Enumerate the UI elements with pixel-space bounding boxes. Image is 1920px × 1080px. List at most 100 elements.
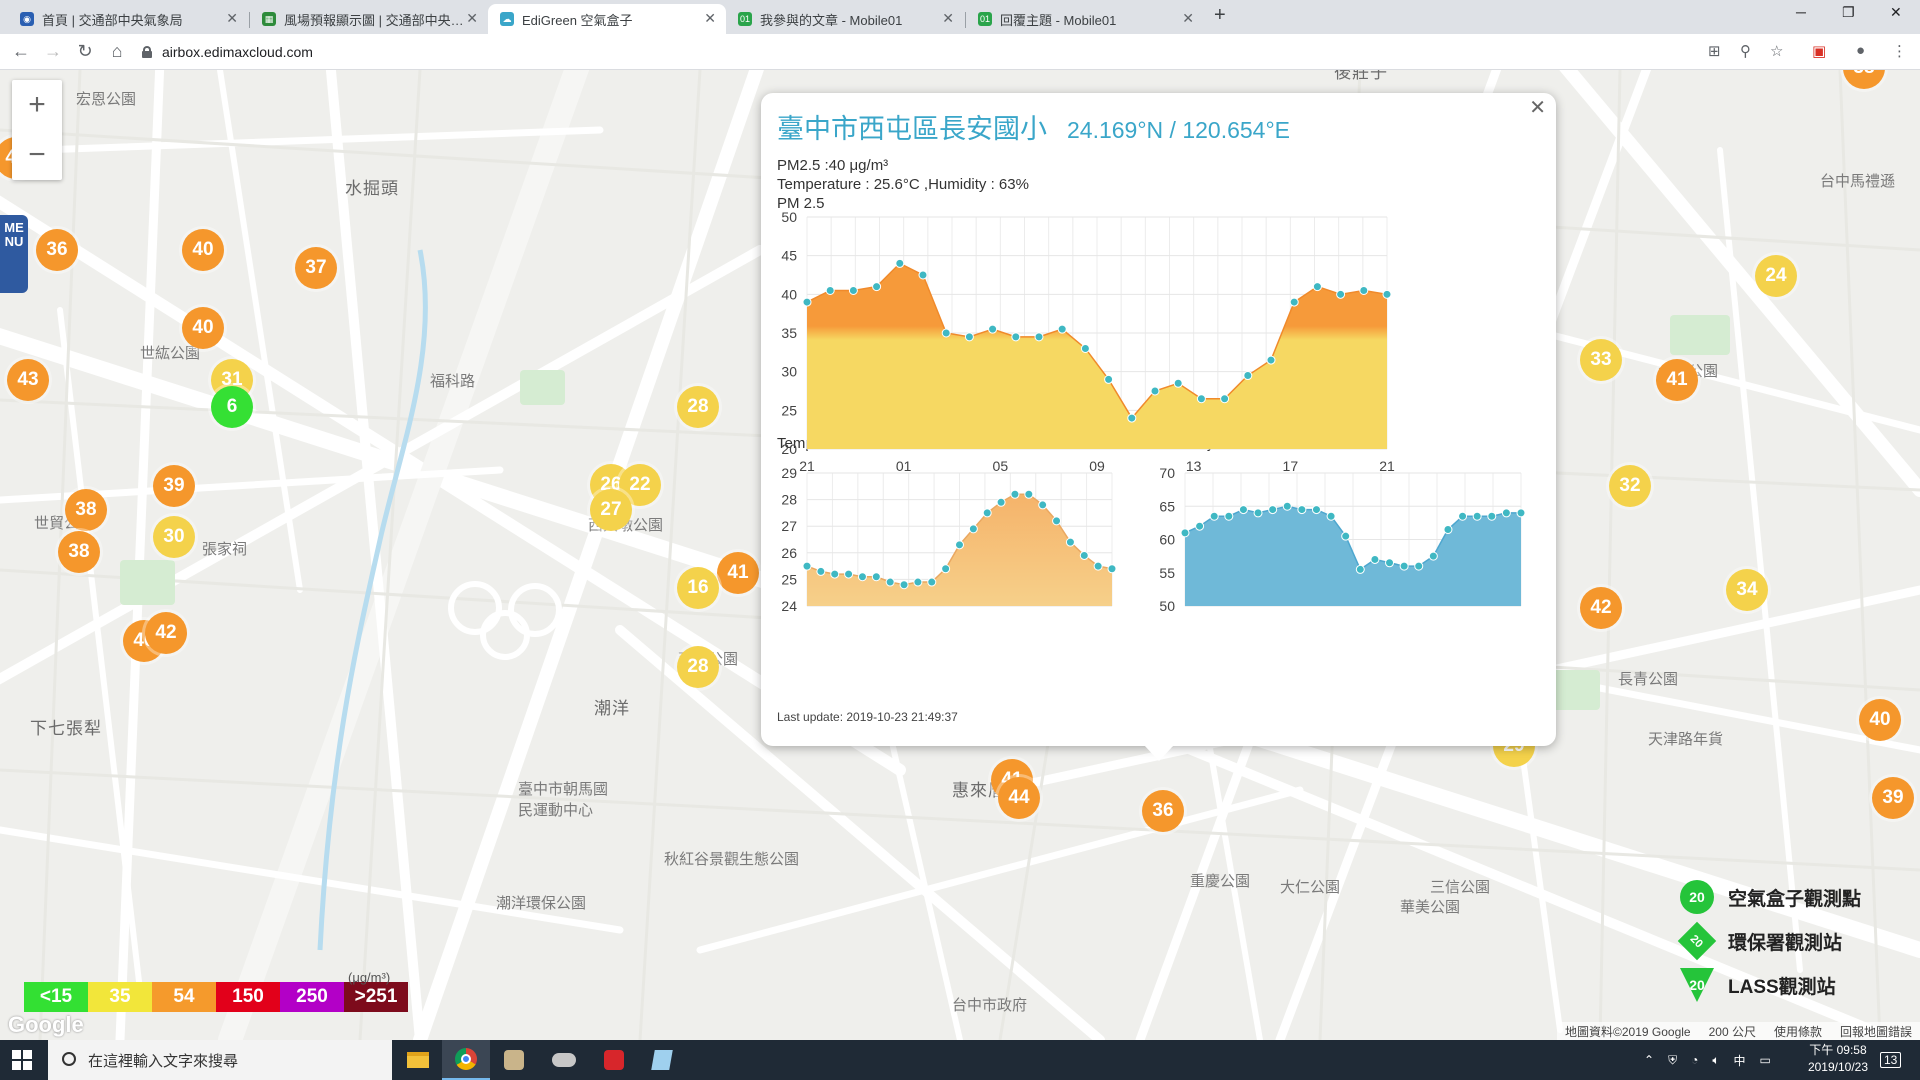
google-logo: Google [8,1012,84,1037]
sensor-marker[interactable]: 16 [677,567,719,609]
tab-edigreen[interactable]: ☁ EdiGreen 空氣盒子 ✕ [488,4,726,34]
network-icon[interactable]: ◔ [1691,1053,1699,1067]
sensor-marker[interactable]: 39 [1872,777,1914,819]
zoom-icon[interactable]: ⚲ [1740,43,1751,60]
new-tab-icon[interactable]: + [1214,4,1226,26]
close-icon[interactable]: ✕ [704,10,716,26]
keyboard-icon[interactable]: ▭ [1759,1053,1771,1067]
place-label: 福科路 [430,373,476,390]
sensor-marker[interactable]: 38 [65,489,107,531]
app-icon[interactable] [590,1040,638,1080]
place-label: 張家祠 [202,541,248,558]
data-point [1370,554,1380,564]
data-point [988,324,998,334]
sensor-marker[interactable]: 40 [182,229,224,271]
temp-humidity-readout: Temperature : 25.6°C ,Humidity : 63% [777,176,1029,193]
sensor-marker[interactable]: 34 [1726,569,1768,611]
file-explorer-icon[interactable] [394,1040,442,1080]
sensor-marker[interactable]: 42 [1580,587,1622,629]
y-tick-label: 20 [781,441,797,457]
sensor-marker[interactable]: 24 [1755,255,1797,297]
sensor-marker[interactable]: 41 [1656,359,1698,401]
sensor-marker[interactable]: 30 [153,516,195,558]
sensor-marker[interactable]: 39 [153,465,195,507]
mobile01-icon: 01 [738,12,752,26]
legend-lass[interactable]: 20 LASS觀測站 [1660,963,1920,1007]
more-icon[interactable]: ⋮ [1892,43,1907,60]
map-attribution: 地圖資料©2019 Google [1565,1024,1691,1039]
y-tick-label: 24 [781,598,797,614]
data-point [1065,537,1075,547]
ime-indicator[interactable]: 中 [1733,1053,1746,1068]
window-close-icon[interactable]: ✕ [1890,4,1902,20]
data-point [825,285,835,295]
tab-cwb-home[interactable]: ◉ 首頁 | 交通部中央氣象局 ✕ [8,4,248,34]
zoom-out-icon[interactable]: − [28,138,46,171]
data-point [1268,505,1278,515]
sensor-marker[interactable]: 32 [1609,465,1651,507]
minimize-icon[interactable]: ─ [1796,4,1806,20]
sensor-marker[interactable]: 37 [295,247,337,289]
sensor-marker[interactable]: 36 [1142,790,1184,832]
sensor-marker[interactable]: 27 [590,489,632,531]
windows-start-icon[interactable] [12,1050,32,1070]
data-point [1326,511,1336,521]
sensor-marker[interactable]: 28 [677,646,719,688]
data-point [1336,289,1346,299]
tab-mobile01-articles[interactable]: 01 我參與的文章 - Mobile01 ✕ [726,4,964,34]
taskbar-search[interactable]: 在這裡輸入文字來搜尋 [48,1040,392,1080]
zoom-in-icon[interactable]: + [28,88,46,121]
sensor-marker[interactable]: 28 [677,386,719,428]
terms-link[interactable]: 使用條款 [1773,1024,1822,1039]
map-canvas[interactable]: 後莊子 宏恩公園 水掘頭 世紘公園 福科路 世貿公園 張家祠 潮洋 下七張犁 惠… [0,70,1920,1040]
sensor-marker[interactable]: 38 [58,531,100,573]
tab-wind-forecast[interactable]: ▦ 風場預報顯示圖 | 交通部中央氣象局 ✕ [250,4,488,34]
legend-airbox[interactable]: 20 空氣盒子觀測點 [1660,875,1920,919]
sensor-marker[interactable]: 41 [717,552,759,594]
sensor-marker[interactable]: 6 [211,386,253,428]
sensor-marker[interactable]: 33 [1580,339,1622,381]
data-point [1024,489,1034,499]
restore-icon[interactable]: ❐ [1842,4,1855,20]
data-point [1107,564,1117,574]
pm25-chart-label: PM 2.5 [777,195,825,212]
reload-icon[interactable]: ↻ [77,41,93,61]
volume-icon[interactable]: 🔈︎ [1712,1052,1720,1067]
star-icon[interactable]: ☆ [1770,43,1784,60]
tab-mobile01-reply[interactable]: 01 回覆主題 - Mobile01 ✕ [966,4,1204,34]
close-icon[interactable]: ✕ [1182,10,1194,26]
legend-epa[interactable]: 20 環保署觀測站 [1660,919,1920,963]
close-icon[interactable]: ✕ [466,10,478,26]
sensor-marker[interactable]: 43 [7,359,49,401]
back-icon[interactable]: ← [12,41,30,61]
report-error-link[interactable]: 回報地圖錯誤 [1839,1024,1912,1039]
extension-icon[interactable]: ▣ [1812,43,1827,60]
taskbar-clock[interactable]: 下午 09:58 2019/10/23 [1808,1042,1868,1076]
data-point [1196,394,1206,404]
translate-icon[interactable]: ⊞ [1708,43,1721,60]
sensor-marker[interactable]: 44 [998,777,1040,819]
notification-icon[interactable]: 13 [1880,1040,1902,1080]
sensor-marker[interactable]: 38 [1843,70,1885,89]
home-icon[interactable]: ⌂ [111,41,123,61]
close-icon[interactable]: ✕ [226,10,238,26]
sensor-marker[interactable]: 36 [36,229,78,271]
sensor-marker[interactable]: 42 [145,612,187,654]
forward-icon[interactable]: → [44,41,62,61]
sensor-marker[interactable]: 40 [1859,699,1901,741]
chrome-icon[interactable] [442,1040,490,1080]
menu-toggle[interactable]: MENU [0,215,28,293]
app-icon[interactable] [540,1040,588,1080]
app-icon[interactable] [490,1040,538,1080]
close-icon[interactable]: ✕ [942,10,954,26]
chevron-up-icon[interactable]: ⌃ [1644,1053,1655,1067]
app-icon[interactable] [638,1040,686,1080]
address-bar[interactable]: airbox.edimaxcloud.com [142,39,313,65]
security-icon[interactable]: ⛨ [1668,1052,1678,1067]
y-tick-label: 60 [1159,532,1175,548]
sensor-marker[interactable]: 40 [182,307,224,349]
close-icon[interactable]: ✕ [1529,97,1546,119]
place-label: 秋紅谷景觀生態公園 [664,851,800,868]
profile-icon[interactable]: ● [1856,42,1866,59]
data-point [964,332,974,342]
